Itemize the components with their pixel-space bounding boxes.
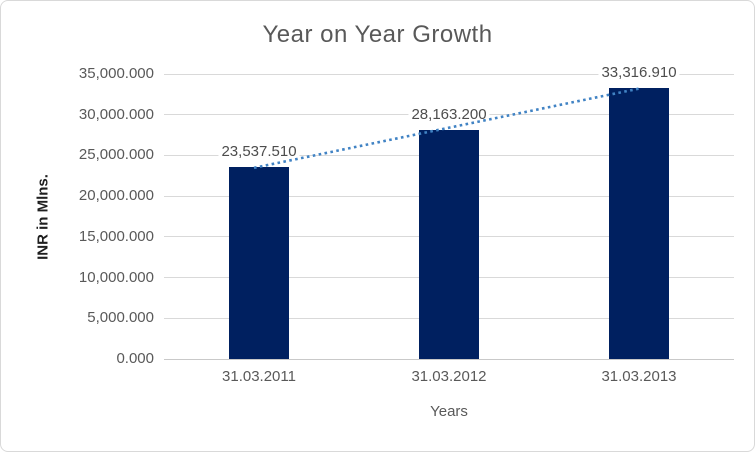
x-tick-label: 31.03.2012 xyxy=(411,368,487,385)
bar-value-label: 28,163.200 xyxy=(408,105,490,124)
horizontal-gridline xyxy=(164,73,734,75)
x-axis-line xyxy=(164,358,734,360)
bar-31.03.2011 xyxy=(229,167,289,359)
bar-31.03.2013 xyxy=(609,87,669,359)
y-tick-label: 30,000.000 xyxy=(78,105,154,123)
bar-31.03.2012 xyxy=(419,129,479,359)
x-tick-label: 31.03.2011 xyxy=(222,368,296,385)
y-tick-label: 35,000.000 xyxy=(78,65,154,82)
bar-value-label: 23,537.510 xyxy=(218,143,300,162)
x-tick-label: 31.03.2013 xyxy=(601,368,677,385)
y-tick-label: 10,000.000 xyxy=(78,268,154,286)
y-tick-label: 0.000 xyxy=(116,350,154,367)
y-tick-label: 25,000.000 xyxy=(78,146,154,164)
chart-title: Year on Year Growth xyxy=(262,21,493,48)
y-axis-title: INR in Mlns. xyxy=(34,173,52,260)
bar-value-label: 33,316.910 xyxy=(598,63,680,82)
y-tick-label: 5,000.000 xyxy=(87,309,154,327)
y-tick-label: 20,000.000 xyxy=(78,187,154,205)
y-tick-label: 15,000.000 xyxy=(78,227,154,245)
x-axis-title: Years xyxy=(430,403,468,420)
